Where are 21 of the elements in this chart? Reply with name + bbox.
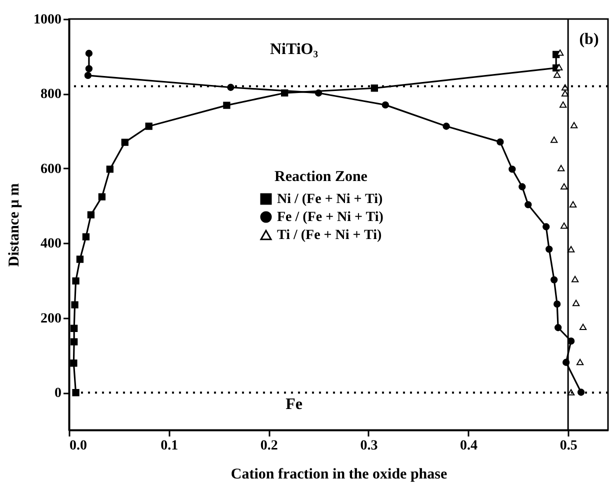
x-tick-label: 0.0 <box>70 438 87 454</box>
x-tick-label: 0.1 <box>160 438 178 454</box>
y-tick-label: 1000 <box>34 12 62 28</box>
legend-label: Fe / (Fe + Ni + Ti) <box>277 210 384 225</box>
x-tick-label: 0.5 <box>560 438 578 454</box>
x-axis-title: Cation fraction in the oxide phase <box>230 466 448 482</box>
y-axis-title: Distance μ m <box>6 182 22 267</box>
legend-label: Ti / (Fe + Ni + Ti) <box>277 228 382 243</box>
y-tick-label: 200 <box>40 311 62 326</box>
y-tick-label: 400 <box>40 236 62 252</box>
legend-label: Ni / (Fe + Ni + Ti) <box>277 192 383 207</box>
y-tick-label: 600 <box>40 162 62 177</box>
legend-title: Reaction Zone <box>274 169 368 185</box>
annotation: Fe <box>286 396 302 413</box>
x-tick-label: 0.2 <box>260 438 278 454</box>
y-tick-label: 0 <box>54 386 62 402</box>
x-tick-label: 0.3 <box>360 438 378 454</box>
y-tick-label: 800 <box>40 87 62 102</box>
annotation: (b) <box>579 31 599 48</box>
x-tick-label: 0.4 <box>460 438 478 454</box>
annotation: NiTiO₃ <box>270 41 318 58</box>
